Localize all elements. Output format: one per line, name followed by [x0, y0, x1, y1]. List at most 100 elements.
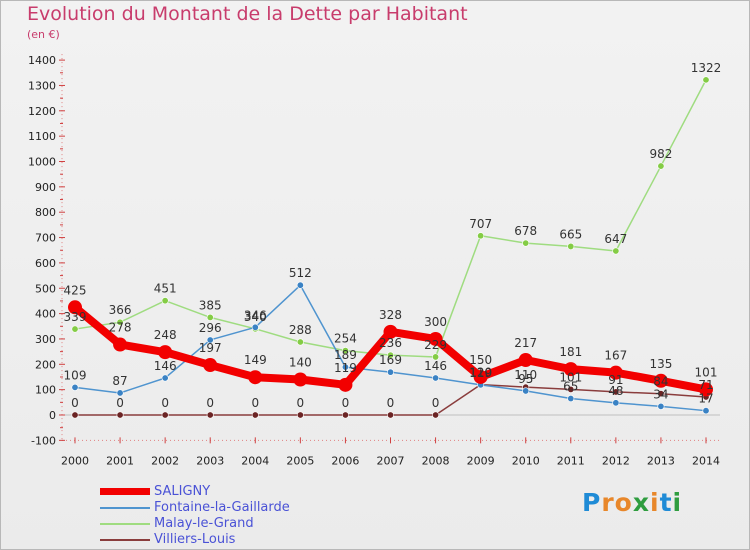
data-point-fontaine-la-gaillarde	[116, 389, 124, 397]
data-label-fontaine-la-gaillarde: 65	[563, 380, 578, 394]
data-label-villiers-louis: 0	[297, 396, 305, 410]
data-point-fontaine-la-gaillarde	[386, 368, 394, 376]
data-point-fontaine-la-gaillarde	[612, 399, 620, 407]
data-point-saligny	[518, 352, 533, 367]
data-label-saligny: 278	[109, 321, 132, 335]
data-label-malay-le-grand: 366	[109, 303, 132, 317]
logo-letter-1: r	[601, 488, 615, 517]
y-tick-label: 900	[35, 181, 56, 194]
x-tick-label: 2002	[151, 454, 179, 467]
data-point-malay-le-grand	[702, 76, 710, 84]
data-point-malay-le-grand	[116, 318, 124, 326]
data-point-villiers-louis	[386, 411, 394, 419]
data-point-villiers-louis	[567, 385, 575, 393]
legend-label-villiers: Villiers-Louis	[154, 532, 236, 547]
y-tick-label: 1300	[28, 79, 56, 92]
data-point-malay-le-grand	[567, 242, 575, 250]
data-label-fontaine-la-gaillarde: 119	[469, 366, 492, 380]
data-point-fontaine-la-gaillarde	[341, 363, 349, 371]
legend-label-malay: Malay-le-Grand	[154, 516, 254, 531]
data-label-villiers-louis: 71	[698, 378, 713, 392]
data-point-villiers-louis	[432, 411, 440, 419]
data-label-saligny: 300	[424, 315, 447, 329]
data-label-fontaine-la-gaillarde: 512	[289, 266, 312, 280]
data-point-fontaine-la-gaillarde	[251, 323, 259, 331]
logo-letter-0: P	[582, 488, 602, 517]
data-point-saligny	[699, 382, 713, 397]
y-tick-label: 100	[35, 384, 56, 397]
data-label-saligny: 217	[514, 336, 537, 350]
data-point-fontaine-la-gaillarde	[657, 402, 665, 410]
data-point-fontaine-la-gaillarde	[432, 374, 440, 382]
y-tick-label: 300	[35, 333, 56, 346]
data-label-fontaine-la-gaillarde: 95	[518, 372, 533, 386]
data-label-fontaine-la-gaillarde: 169	[379, 353, 402, 367]
y-tick-label: 0	[49, 409, 56, 422]
data-point-villiers-louis	[612, 388, 620, 396]
data-point-villiers-louis	[206, 411, 214, 419]
data-label-malay-le-grand: 385	[199, 298, 222, 312]
data-label-fontaine-la-gaillarde: 346	[244, 308, 267, 322]
data-label-villiers-louis: 0	[432, 396, 440, 410]
y-tick-label: 1100	[28, 130, 56, 143]
x-tick-label: 2003	[196, 454, 224, 467]
data-point-saligny	[293, 372, 308, 387]
data-point-saligny	[428, 331, 443, 346]
y-tick-label: 800	[35, 206, 56, 219]
x-tick-label: 2001	[106, 454, 134, 467]
data-label-saligny: 140	[289, 356, 312, 370]
data-label-saligny: 197	[199, 341, 222, 355]
proxiti-logo: Proxiti	[582, 488, 682, 517]
data-point-villiers-louis	[161, 411, 169, 419]
data-point-malay-le-grand	[522, 239, 530, 247]
chart-title: Evolution du Montant de la Dette par Hab…	[27, 3, 468, 25]
data-point-fontaine-la-gaillarde	[206, 336, 214, 344]
legend-swatch-fontaine	[100, 507, 150, 509]
data-point-saligny	[653, 373, 668, 388]
data-label-villiers-louis: 0	[206, 396, 214, 410]
y-tick-label: 1400	[28, 54, 56, 67]
data-point-saligny	[203, 358, 218, 373]
data-label-saligny: 167	[604, 349, 627, 363]
data-point-fontaine-la-gaillarde	[296, 281, 304, 289]
data-label-villiers-louis: 110	[514, 368, 537, 382]
logo-letter-6: i	[672, 488, 683, 517]
data-label-villiers-louis: 0	[387, 396, 395, 410]
y-tick-label: 600	[35, 257, 56, 270]
x-tick-label: 2004	[241, 454, 269, 467]
data-point-villiers-louis	[341, 411, 349, 419]
x-tick-label: 2014	[692, 454, 720, 467]
data-point-malay-le-grand	[71, 325, 79, 333]
logo-letter-5: t	[659, 488, 673, 517]
data-label-saligny: 135	[649, 357, 672, 371]
data-point-malay-le-grand	[386, 351, 394, 359]
y-tick-label: 500	[35, 282, 56, 295]
data-label-villiers-louis: 120	[469, 366, 492, 380]
legend-label-fontaine: Fontaine-la-Gaillarde	[154, 500, 290, 515]
data-point-saligny	[608, 365, 623, 380]
data-point-saligny	[113, 337, 128, 352]
data-point-saligny	[383, 324, 398, 339]
data-label-malay-le-grand: 1322	[691, 61, 722, 75]
data-label-villiers-louis: 101	[559, 370, 582, 384]
data-label-saligny: 150	[469, 353, 492, 367]
x-tick-label: 2007	[377, 454, 405, 467]
x-tick-label: 2011	[557, 454, 585, 467]
data-point-villiers-louis	[71, 411, 79, 419]
data-label-fontaine-la-gaillarde: 87	[112, 374, 127, 388]
data-label-fontaine-la-gaillarde: 34	[653, 387, 668, 401]
data-point-fontaine-la-gaillarde	[567, 395, 575, 403]
x-tick-label: 2013	[647, 454, 675, 467]
data-point-malay-le-grand	[432, 353, 440, 361]
data-label-fontaine-la-gaillarde: 17	[698, 392, 713, 406]
data-label-villiers-louis: 0	[161, 396, 169, 410]
data-point-saligny	[248, 370, 263, 385]
data-label-malay-le-grand: 982	[649, 147, 672, 161]
data-point-malay-le-grand	[657, 162, 665, 170]
legend-swatch-saligny	[100, 488, 150, 495]
data-label-villiers-louis: 0	[116, 396, 124, 410]
x-tick-label: 2010	[512, 454, 540, 467]
data-point-fontaine-la-gaillarde	[522, 387, 530, 395]
